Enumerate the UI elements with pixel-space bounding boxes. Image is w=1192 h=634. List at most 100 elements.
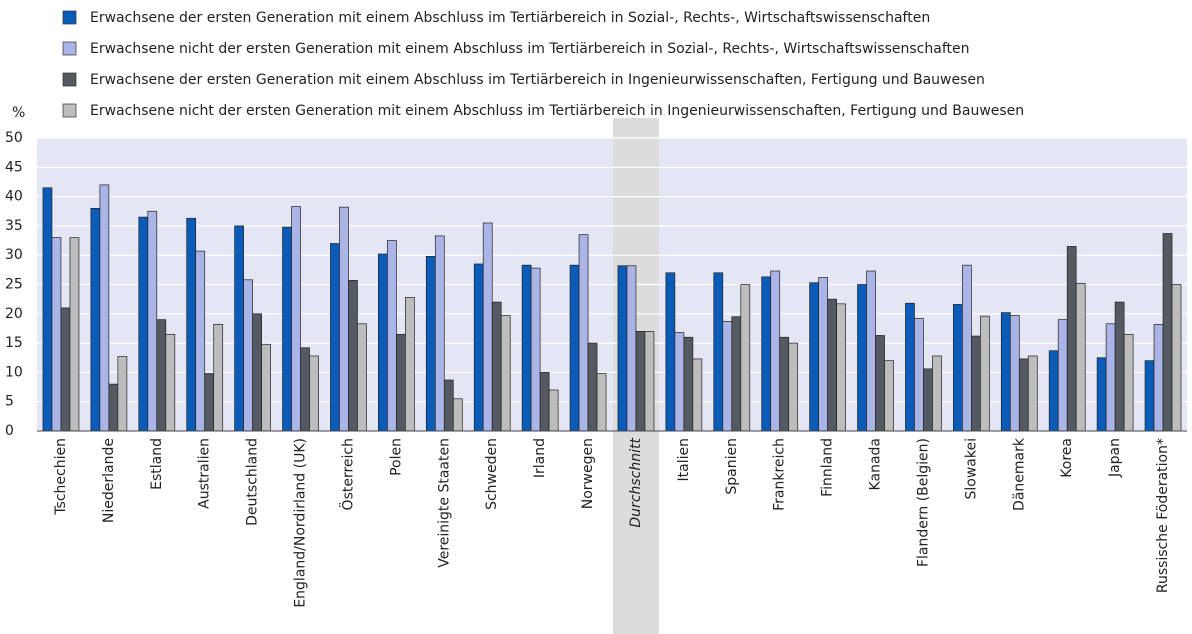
bar bbox=[300, 347, 310, 432]
y-tick-label: 10 bbox=[5, 364, 23, 380]
bar bbox=[962, 264, 972, 432]
x-tick-label: Korea bbox=[1059, 438, 1075, 478]
bar bbox=[378, 253, 388, 432]
bar bbox=[779, 336, 790, 432]
bar bbox=[722, 321, 733, 432]
x-tick-label: Niederlande bbox=[101, 438, 117, 523]
x-tick-label: Österreich bbox=[338, 438, 356, 510]
bar bbox=[971, 335, 981, 432]
bar bbox=[683, 336, 694, 432]
bar bbox=[578, 234, 589, 432]
bar bbox=[147, 210, 158, 432]
bar bbox=[1027, 355, 1038, 432]
bar bbox=[1153, 323, 1164, 432]
y-axis-label: % bbox=[12, 105, 25, 121]
bar bbox=[635, 331, 646, 432]
bar bbox=[252, 313, 262, 432]
legend-label: Erwachsene der ersten Generation mit ein… bbox=[90, 10, 930, 26]
bar bbox=[348, 280, 358, 432]
bar bbox=[905, 302, 915, 432]
bar bbox=[482, 222, 493, 432]
x-tick-label: Vereinigte Staaten bbox=[436, 438, 452, 568]
bar bbox=[425, 256, 436, 432]
bar bbox=[165, 333, 176, 432]
bar bbox=[617, 265, 628, 432]
bar bbox=[932, 355, 942, 432]
bar bbox=[195, 250, 206, 432]
bar bbox=[243, 279, 253, 432]
x-tick-label: Dänemark bbox=[1011, 437, 1027, 511]
bar bbox=[51, 237, 62, 432]
legend-swatch bbox=[62, 103, 77, 118]
bar bbox=[443, 379, 454, 432]
bar bbox=[1075, 282, 1086, 432]
bar bbox=[396, 333, 406, 432]
bar bbox=[980, 315, 990, 432]
bar bbox=[827, 298, 837, 432]
bar bbox=[357, 323, 367, 432]
x-tick-label: Norwegen bbox=[580, 438, 596, 509]
bar bbox=[1105, 323, 1116, 432]
bar bbox=[90, 207, 101, 432]
bar bbox=[740, 284, 751, 432]
bar bbox=[626, 265, 637, 432]
bar bbox=[809, 282, 819, 432]
bar bbox=[1114, 301, 1125, 432]
bar bbox=[521, 264, 532, 432]
y-tick-label: 35 bbox=[5, 218, 23, 234]
bar bbox=[923, 368, 933, 432]
bar bbox=[261, 343, 271, 432]
bar bbox=[692, 358, 703, 432]
x-tick-label: Kanada bbox=[868, 438, 884, 490]
x-tick-label: Italien bbox=[676, 438, 692, 481]
x-tick-label: Frankreich bbox=[772, 438, 788, 511]
bar bbox=[1009, 315, 1020, 432]
bar bbox=[213, 323, 224, 432]
x-tick-label: Japan bbox=[1107, 438, 1123, 478]
x-tick-label: Polen bbox=[388, 438, 404, 476]
bar bbox=[1144, 360, 1155, 432]
bar bbox=[138, 216, 149, 432]
bar bbox=[69, 237, 80, 432]
bar bbox=[587, 342, 598, 432]
bar bbox=[1048, 350, 1059, 432]
bar bbox=[1162, 233, 1173, 432]
bar bbox=[186, 217, 197, 432]
bar bbox=[339, 206, 349, 432]
y-tick-label: 20 bbox=[5, 306, 23, 322]
x-tick-label: Finnland bbox=[820, 438, 836, 497]
bar bbox=[761, 276, 772, 432]
y-tick-label: 0 bbox=[5, 423, 14, 439]
x-tick-label: Deutschland bbox=[245, 438, 261, 526]
bar bbox=[452, 398, 463, 432]
bar bbox=[1171, 284, 1182, 432]
bar bbox=[42, 187, 53, 432]
legend-swatch bbox=[62, 41, 77, 56]
bar bbox=[156, 319, 167, 432]
bar bbox=[818, 277, 828, 432]
legend-swatch bbox=[62, 10, 77, 25]
x-tick-label: Irland bbox=[532, 438, 548, 478]
bar bbox=[291, 206, 301, 432]
bar bbox=[788, 342, 799, 432]
legend-label: Erwachsene nicht der ersten Generation m… bbox=[90, 41, 969, 57]
bar bbox=[491, 301, 502, 432]
y-tick-label: 5 bbox=[5, 394, 14, 410]
bar bbox=[434, 235, 445, 432]
bar bbox=[674, 332, 685, 432]
bar bbox=[644, 331, 655, 432]
y-tick-label: 40 bbox=[5, 189, 23, 205]
bar bbox=[539, 372, 550, 432]
bar bbox=[548, 389, 559, 432]
x-tick-label: Slowakei bbox=[963, 438, 979, 499]
bar bbox=[1123, 333, 1134, 432]
y-tick-label: 30 bbox=[5, 247, 23, 263]
y-tick-label: 25 bbox=[5, 277, 23, 293]
bar bbox=[569, 264, 580, 432]
bar bbox=[405, 297, 415, 432]
legend-label: Erwachsene der ersten Generation mit ein… bbox=[90, 72, 985, 88]
bar bbox=[596, 373, 607, 432]
bar bbox=[1066, 246, 1077, 432]
bar bbox=[857, 284, 867, 432]
